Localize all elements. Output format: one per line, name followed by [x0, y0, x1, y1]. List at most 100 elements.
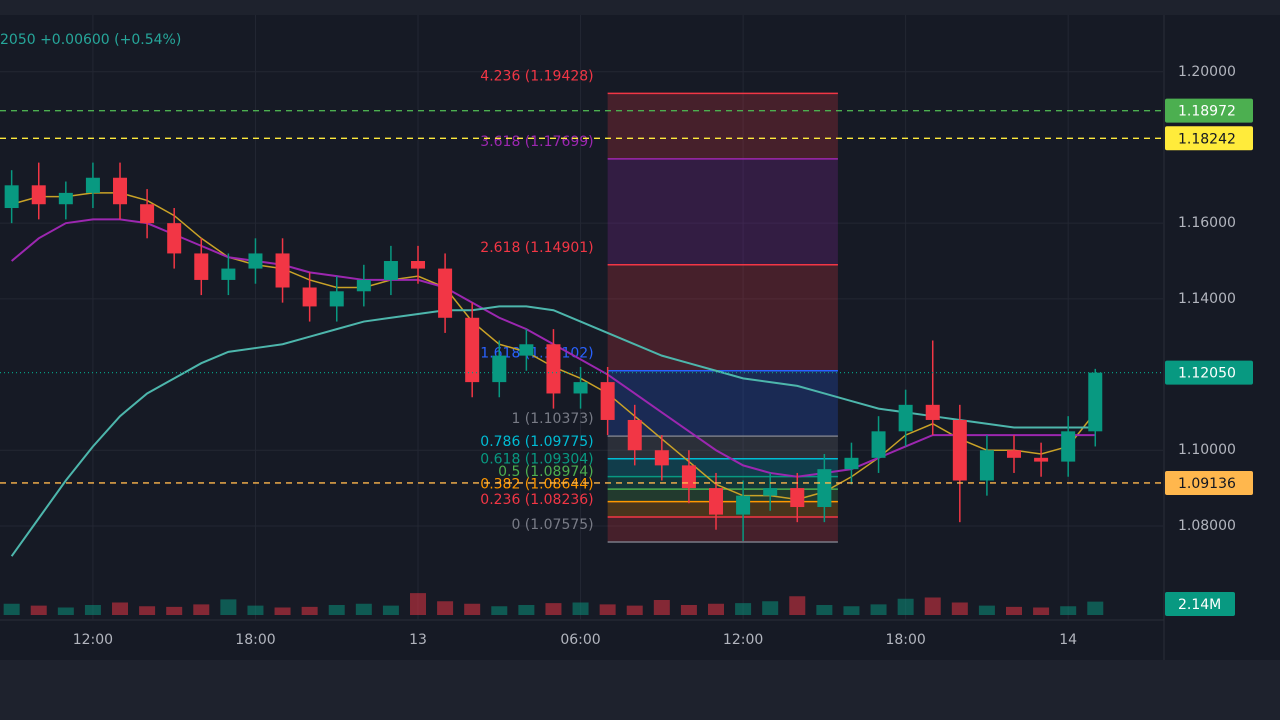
candle-body	[113, 177, 128, 205]
price-label: 1.18242	[1178, 131, 1236, 147]
fib-label: 0.236 (1.08236)	[480, 492, 593, 508]
chart-background	[0, 15, 1280, 660]
y-tick-label: 1.08000	[1178, 518, 1236, 534]
candle-body	[627, 419, 642, 451]
candle-body	[383, 261, 398, 280]
volume-bar	[599, 604, 616, 615]
fib-label: 0.786 (1.09775)	[480, 434, 593, 450]
candle-body	[952, 419, 967, 481]
candle-body	[546, 344, 561, 394]
candle-body	[58, 192, 73, 205]
candle-body	[438, 268, 453, 318]
volume-bar	[3, 603, 20, 615]
candle-body	[167, 223, 182, 254]
x-tick-label: 06:00	[560, 632, 600, 648]
grid	[0, 15, 1163, 620]
y-tick-label: 1.20000	[1178, 64, 1236, 80]
fib-band	[607, 436, 838, 459]
candle-body	[221, 268, 236, 280]
fib-label: 4.236 (1.19428)	[480, 68, 593, 84]
y-tick-label: 1.16000	[1178, 215, 1236, 231]
volume-bar	[1006, 606, 1023, 615]
volume-label: 2.14M	[1178, 597, 1221, 613]
plot	[0, 110, 1163, 615]
fib-band	[607, 476, 838, 490]
volume-bar	[789, 596, 806, 615]
volume-bar	[843, 606, 860, 615]
volume-bar	[545, 603, 562, 615]
candle-body	[790, 488, 805, 508]
candle-body	[85, 177, 100, 193]
fib-band	[607, 517, 838, 543]
candle-body	[600, 382, 615, 420]
candle-body	[140, 204, 155, 224]
fib-band	[607, 458, 838, 477]
price-label-box	[1165, 470, 1253, 495]
volume-bar	[708, 603, 725, 615]
volume-bar	[978, 605, 995, 615]
volume-bar	[1087, 601, 1104, 615]
volume-bar	[247, 605, 264, 615]
volume-bar	[870, 604, 887, 615]
candle-body	[1034, 457, 1049, 462]
fib-label: 0.618 (1.09304)	[480, 452, 593, 468]
volume-bar	[355, 603, 372, 615]
volume-bar	[1033, 607, 1050, 615]
fib-label: 0.5 (1.08974)	[498, 464, 594, 480]
candle-body	[356, 279, 371, 292]
volume-bar	[653, 600, 670, 615]
price-label: 1.12050	[1178, 366, 1236, 382]
volume-bar	[626, 605, 643, 615]
fib-label: 0.382 (1.08644)	[480, 477, 593, 493]
volume-bar	[112, 602, 129, 615]
volume-bar	[57, 607, 74, 615]
volume-bar	[518, 605, 535, 615]
volume-bar	[301, 606, 318, 615]
volume-bar	[735, 603, 752, 615]
fib-band	[607, 93, 838, 159]
candle-body	[31, 185, 46, 205]
candle-body	[4, 185, 19, 209]
volume-bar	[166, 606, 183, 615]
volume-bar	[924, 597, 941, 615]
volume-label-box	[1165, 592, 1235, 616]
volume-bar	[897, 598, 914, 615]
volume-bar	[328, 605, 345, 615]
volume-bar	[680, 605, 697, 615]
candle-body	[817, 469, 832, 508]
candle-body	[736, 495, 751, 515]
volume-bar	[30, 605, 47, 615]
volume-bar	[491, 606, 508, 615]
candle-body	[573, 382, 588, 394]
candle-body	[925, 404, 940, 420]
volume-bar	[464, 603, 481, 615]
candle-body	[1061, 431, 1076, 462]
candle-body	[411, 261, 426, 269]
fib-label: 3.618 (1.17699)	[480, 134, 593, 150]
candle-body	[248, 253, 263, 269]
candle-body	[844, 457, 859, 470]
x-tick-label: 12:00	[73, 632, 113, 648]
y-tick-label: 1.10000	[1178, 442, 1236, 458]
candle-body	[329, 291, 344, 307]
volume-bar	[220, 599, 237, 615]
candle-body	[302, 287, 317, 307]
moving-average	[10, 305, 1096, 557]
volume-bar	[572, 602, 589, 615]
volume-bar	[139, 606, 156, 615]
volume-bar	[762, 601, 779, 615]
fib-retracement: 4.236 (1.19428) 3.618 (1.17699) 2.618 (1.1…	[480, 68, 838, 543]
candle-body	[979, 450, 994, 481]
fib-label: 1 (1.10373)	[511, 411, 593, 427]
y-tick-label: 1.14000	[1178, 291, 1236, 307]
volume-bar	[951, 602, 968, 615]
volume-bar	[382, 605, 399, 615]
x-tick-label: 14	[1059, 632, 1077, 648]
axes: 12:00 18:00 13 06:00 12:00 18:00 14 1.20000 1.16…	[73, 64, 1253, 648]
volume-bar	[410, 593, 427, 615]
volume-bar	[84, 605, 101, 615]
candle-body	[519, 344, 534, 356]
fib-band	[607, 370, 838, 437]
candle-body	[898, 404, 913, 432]
